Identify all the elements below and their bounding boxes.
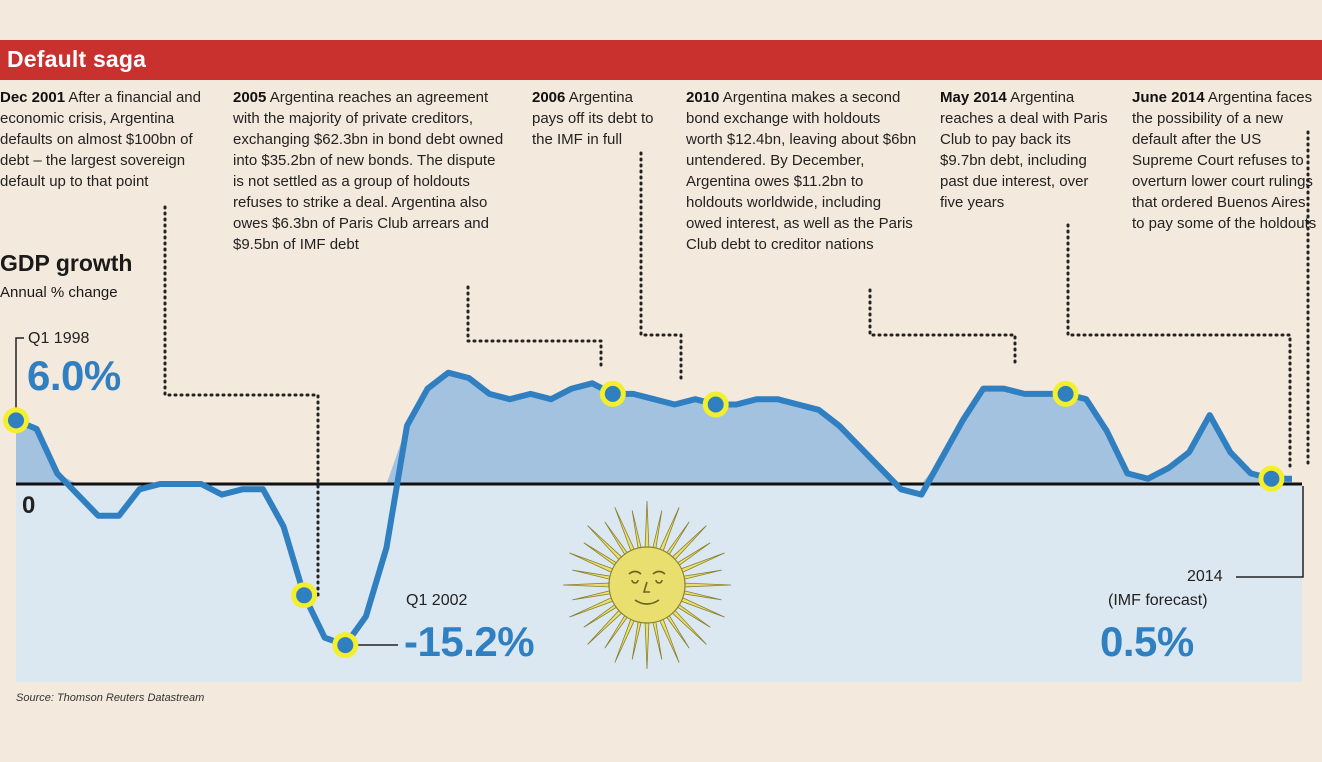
annotation-may-2014: May 2014 Argentina reaches a deal with P… xyxy=(940,87,1110,213)
leader-line-4 xyxy=(1066,223,1292,468)
event-marker xyxy=(1263,470,1280,487)
event-marker xyxy=(707,396,724,413)
event-marker xyxy=(337,637,354,654)
leader-line-2 xyxy=(639,151,683,384)
zero-label: 0 xyxy=(22,492,36,519)
page-title: Default saga xyxy=(7,46,147,72)
positive-area xyxy=(16,372,1292,484)
annotation-text: After a financial and economic crisis, A… xyxy=(0,89,201,190)
title-banner: Default saga xyxy=(0,40,1322,80)
annotation-2006: 2006 Argentina pays off its debt to the … xyxy=(532,87,664,150)
end-callout-value: 0.5% xyxy=(1100,618,1194,665)
argentine-sun-icon xyxy=(562,500,732,670)
annotation-date: May 2014 xyxy=(940,89,1007,106)
source-note: Source: Thomson Reuters Datastream xyxy=(16,692,205,704)
leader-line-0 xyxy=(163,205,320,598)
end-callout-sublabel: (IMF forecast) xyxy=(1108,592,1208,609)
chart-subtitle: Annual % change xyxy=(0,284,118,301)
annotation-june-2014: June 2014 Argentina faces the possibilit… xyxy=(1132,87,1320,234)
event-marker xyxy=(8,412,24,429)
event-marker xyxy=(604,385,621,402)
start-callout-value: 6.0% xyxy=(27,352,121,399)
leader-line-3 xyxy=(868,288,1017,368)
annotation-text: Argentina pays off its debt to the IMF i… xyxy=(532,89,654,148)
annotation-date: June 2014 xyxy=(1132,89,1205,106)
annotation-text: Argentina makes a second bond exchange w… xyxy=(686,89,917,253)
annotation-text: Argentina reaches a deal with Paris Club… xyxy=(940,89,1108,211)
low-callout-label: Q1 2002 xyxy=(406,592,468,609)
annotation-2010: 2010 Argentina makes a second bond excha… xyxy=(686,87,918,255)
event-marker xyxy=(1057,385,1074,402)
annotation-date: Dec 2001 xyxy=(0,89,66,106)
annotation-date: 2006 xyxy=(532,89,566,106)
event-marker xyxy=(296,587,313,604)
start-connector xyxy=(15,337,24,418)
chart-title: GDP growth xyxy=(0,250,133,276)
annotation-text: Argentina faces the possibility of a new… xyxy=(1132,89,1317,232)
end-connector xyxy=(1236,486,1304,578)
sun-face xyxy=(608,546,686,624)
leader-line-1 xyxy=(466,285,603,372)
end-callout-label: 2014 xyxy=(1187,568,1223,585)
annotation-text: Argentina reaches an agreement with the … xyxy=(233,89,504,253)
start-callout-label: Q1 1998 xyxy=(28,330,90,347)
low-callout-value: -15.2% xyxy=(404,618,535,665)
annotation-date: 2005 xyxy=(233,89,267,106)
sun-face-features xyxy=(628,570,666,605)
gdp-line xyxy=(14,369,1292,649)
annotation-2005: 2005 Argentina reaches an agreement with… xyxy=(233,87,508,255)
annotation-dec-2001: Dec 2001 After a financial and economic … xyxy=(0,87,205,192)
annotation-date: 2010 xyxy=(686,89,720,106)
